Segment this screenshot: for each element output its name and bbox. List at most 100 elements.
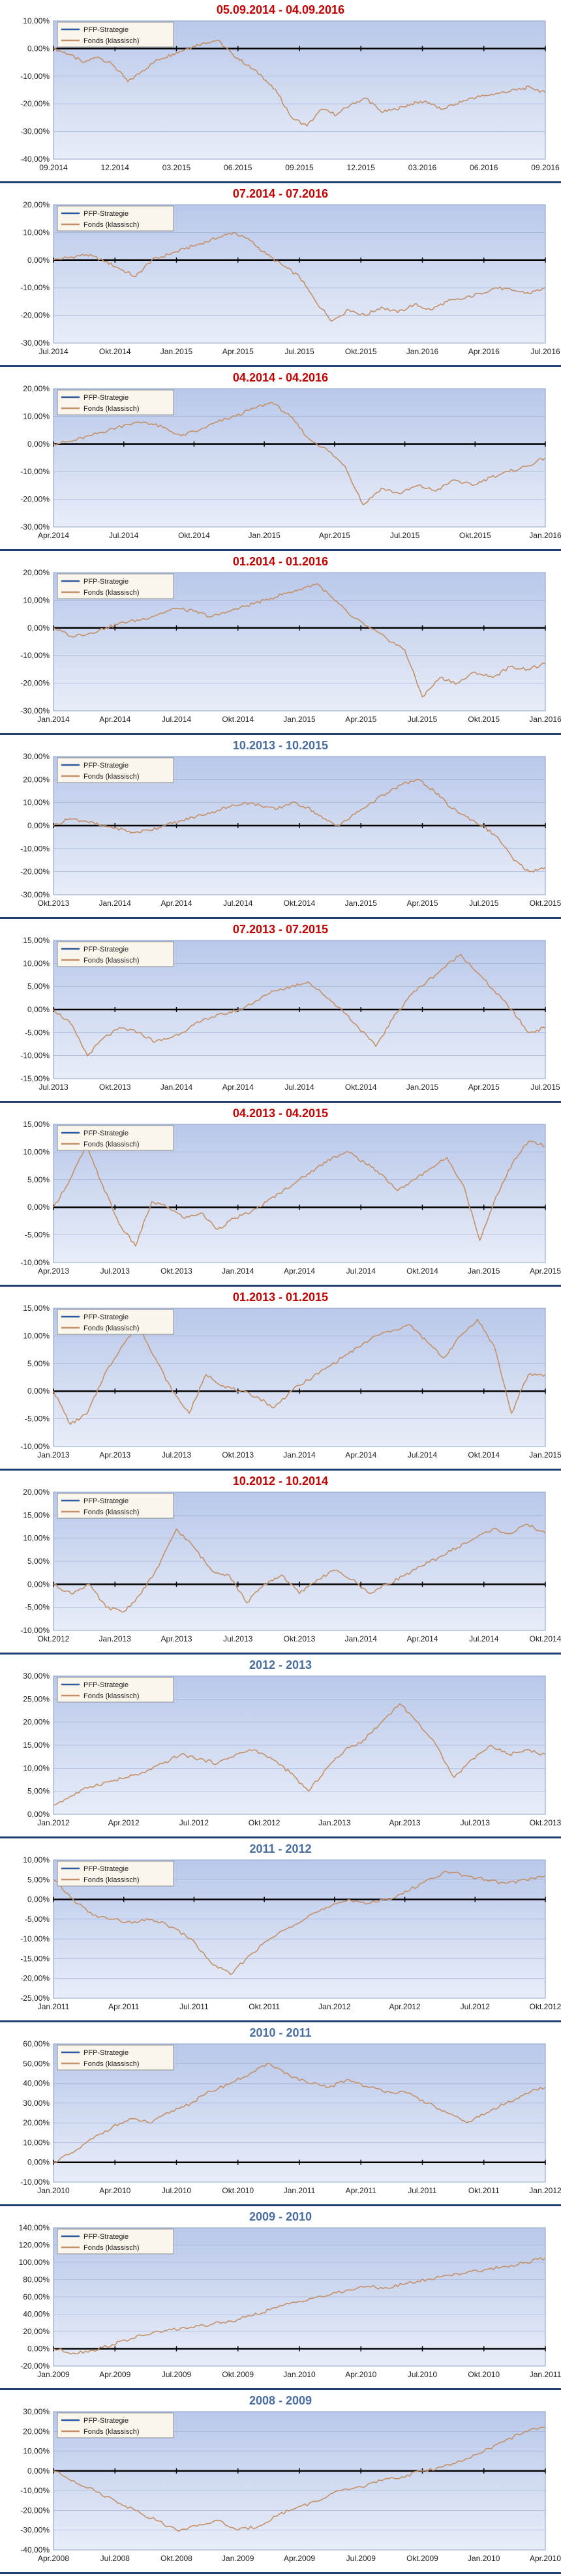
chart-title: 04.2014 - 04.2016: [232, 371, 329, 384]
y-tick-label: 10,00%: [23, 1147, 50, 1156]
legend-label-fund: Fonds (klassisch): [83, 2060, 140, 2068]
x-tick-label: Jul.2014: [38, 347, 68, 356]
x-tick-label: Apr.2014: [345, 1450, 376, 1460]
chart-svg: 20,00%10,00%0,00%-10,00%-20,00%-30,00%Ju…: [20, 201, 560, 356]
x-tick-label: 12.2014: [101, 163, 130, 172]
legend-label-strategy: PFP-Strategie: [83, 2233, 129, 2241]
x-tick-label: Jan.2014: [222, 1266, 254, 1276]
x-tick-label: Jul.2014: [284, 1083, 314, 1092]
y-tick-label: 0,00%: [27, 1895, 50, 1904]
legend-box: [57, 2044, 174, 2071]
fund-series-line: [53, 2062, 546, 2164]
panel-divider: [0, 2572, 561, 2574]
y-tick-label: 60,00%: [23, 2292, 50, 2301]
y-tick-label: 80,00%: [23, 2275, 50, 2284]
x-tick-label: Apr.2011: [108, 2002, 139, 2011]
y-tick-label: 10,00%: [23, 1534, 50, 1543]
chart-svg: 15,00% 10,00% 5,00% 0,00% -5,00% -10,00% -15,0…: [20, 936, 560, 1092]
y-tick-label: -30,00%: [20, 890, 50, 899]
legend-label-strategy: PFP-Strategie: [83, 1681, 129, 1689]
chart-panel: 04.2013 - 04.2015 15,00% 10,00% 5,00% 0,00% -…: [0, 1103, 561, 1287]
chart-title: 10.2012 - 10.2014: [232, 1475, 329, 1488]
chart-title: 2009 - 2010: [249, 2210, 312, 2223]
panel-divider: [0, 2204, 561, 2206]
y-tick-label: -10,00%: [20, 1934, 50, 1943]
legend-label-fund: Fonds (klassisch): [83, 2244, 140, 2252]
x-tick-label: Jul.2013: [162, 1450, 192, 1460]
x-tick-label: Jul.2010: [162, 2186, 192, 2195]
y-tick-label: 0,00%: [27, 256, 50, 265]
y-tick-label: 40,00%: [23, 2310, 50, 2319]
y-tick-label: -10,00%: [20, 651, 50, 660]
x-tick-label: Jan.2016: [529, 715, 561, 724]
x-tick-label: Apr.2010: [345, 2370, 376, 2379]
y-tick-label: 10,00%: [23, 412, 50, 421]
chart-panel: 07.2014 - 07.2016 20,00% 10,00% 0,00% -10,00…: [0, 184, 561, 368]
y-tick-label: 20,00%: [23, 2118, 50, 2127]
x-tick-label: Okt.2013: [530, 1818, 561, 1827]
y-tick-label: -15,00%: [20, 1074, 50, 1083]
chart-panel: 04.2014 - 04.2016 20,00% 10,00% 0,00% -10,00…: [0, 368, 561, 552]
y-tick-label: -5,00%: [25, 1415, 50, 1424]
x-tick-label: Jan.2015: [529, 1450, 561, 1460]
x-tick-label: Okt.2014: [178, 531, 210, 540]
x-tick-label: Okt.2014: [530, 1634, 561, 1643]
y-tick-label: -20,00%: [20, 495, 50, 504]
y-tick-label: -15,00%: [20, 1954, 50, 1963]
chart-svg: 60,00% 50,00% 40,00% 30,00% 20,00% 10,00% 0,00…: [20, 2040, 561, 2195]
y-tick-label: 20,00%: [23, 201, 50, 209]
legend: PFP-Strategie Fonds (klassisch): [57, 1677, 174, 1703]
y-tick-label: -20,00%: [20, 679, 50, 688]
x-tick-label: Apr.2013: [38, 1266, 69, 1276]
x-tick-label: Okt.2015: [459, 531, 491, 540]
legend-box: [57, 22, 174, 48]
y-tick-label: 10,00%: [23, 1856, 50, 1865]
legend-box: [57, 2412, 174, 2438]
legend: PFP-Strategie Fonds (klassisch): [57, 2412, 174, 2438]
y-tick-label: -25,00%: [20, 1994, 50, 2003]
x-tick-label: Apr.2015: [468, 1083, 500, 1092]
y-tick-label: 20,00%: [23, 2327, 50, 2336]
legend-label-strategy: PFP-Strategie: [83, 394, 129, 402]
x-tick-label: Okt.2009: [222, 2370, 254, 2379]
x-tick-label: Jan.2013: [37, 1450, 70, 1460]
fund-series-line: [53, 779, 546, 873]
x-tick-label: Jan.2015: [248, 531, 280, 540]
legend-label-strategy: PFP-Strategie: [83, 1497, 129, 1505]
chart-title: 2012 - 2013: [249, 1658, 312, 1671]
y-tick-label: 10,00%: [23, 1763, 50, 1773]
y-tick-label: 10,00%: [23, 798, 50, 807]
x-tick-label: Apr.2014: [284, 1266, 315, 1276]
legend-label-strategy: PFP-Strategie: [83, 762, 129, 770]
panel-divider: [0, 549, 561, 551]
y-tick-label: 10,00%: [23, 17, 50, 25]
panel-divider: [0, 181, 561, 183]
x-tick-label: Okt.2009: [406, 2554, 438, 2563]
x-tick-label: Jul.2013: [461, 1818, 491, 1827]
y-tick-label: 5,00%: [27, 1875, 50, 1884]
x-tick-label: Jan.2011: [530, 2370, 561, 2379]
legend-label-fund: Fonds (klassisch): [83, 1141, 140, 1148]
fund-series-line: [53, 2256, 546, 2355]
x-tick-label: Jan.2016: [529, 531, 561, 540]
x-tick-label: Okt.2014: [345, 1083, 377, 1092]
x-tick-label: 09.2015: [285, 163, 314, 172]
y-tick-label: 10,00%: [23, 2447, 50, 2456]
panel-divider: [0, 917, 561, 919]
legend-box: [57, 1309, 174, 1335]
legend-box: [57, 1677, 174, 1703]
x-tick-label: Jul.2009: [346, 2554, 376, 2563]
x-tick-label: Jan.2014: [99, 899, 132, 908]
x-tick-label: Apr.2014: [160, 899, 192, 908]
y-tick-label: 5,00%: [27, 1359, 50, 1368]
y-tick-label: 30,00%: [23, 2099, 50, 2108]
y-tick-label: -30,00%: [20, 706, 50, 715]
y-tick-label: 20,00%: [23, 1488, 50, 1497]
y-tick-label: 15,00%: [23, 1741, 50, 1750]
panel-divider: [0, 365, 561, 367]
chart-svg: 30,00% 25,00% 20,00% 15,00% 10,00% 5,00% 0,00%…: [23, 1672, 561, 1827]
chart-title: 07.2014 - 07.2016: [232, 187, 329, 200]
legend: PFP-Strategie Fonds (klassisch): [57, 2228, 174, 2254]
chart-svg: 30,00% 20,00% 10,00% 0,00% -10,00% -20,00% -30…: [20, 2408, 561, 2563]
